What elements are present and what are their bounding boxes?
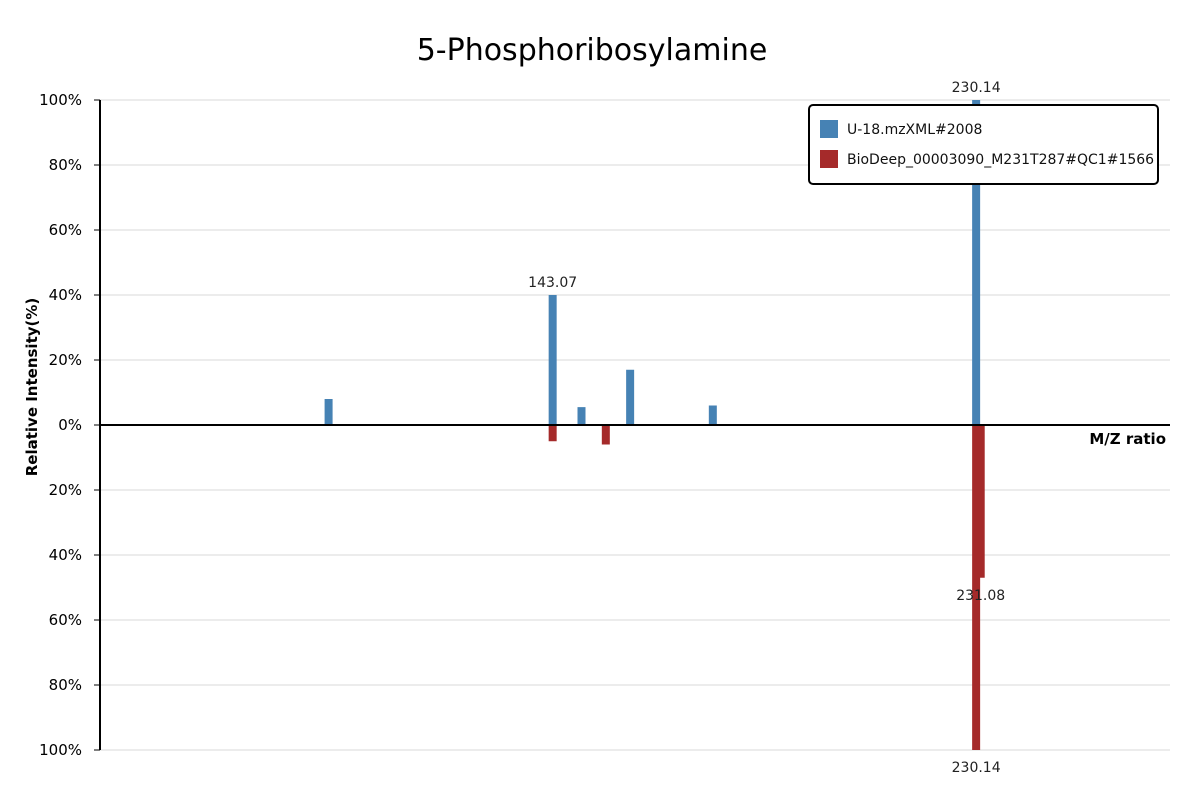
- chart-title: 5-Phosphoribosylamine: [417, 33, 768, 68]
- peak-bar-query: [548, 295, 557, 425]
- peak-bar-query: [577, 407, 586, 425]
- peak-bar-query: [972, 100, 981, 425]
- legend-swatch-series-1: [820, 120, 838, 138]
- y-tick-label: 80%: [49, 676, 82, 694]
- peak-bar-query: [626, 369, 635, 425]
- legend-label-series-2: BioDeep_00003090_M231T287#QC1#1566: [847, 152, 1154, 168]
- axes: 100% 80% 60% 40% 20% 0% 20% 40% 60% 80% 100%: [39, 91, 1170, 759]
- peak-bar-reference: [601, 425, 610, 445]
- y-tick-label: 0%: [58, 416, 82, 434]
- y-axis-title: Relative Intensity(%): [23, 298, 41, 477]
- gridlines: [100, 99, 1170, 751]
- peak-label: 230.14: [952, 760, 1001, 776]
- legend: U-18.mzXML#2008 BioDeep_00003090_M231T28…: [808, 104, 1159, 185]
- peak-labels: 143.07 230.14 230.14 231.08: [528, 80, 1005, 776]
- peak-bar-reference: [976, 425, 985, 578]
- peak-bar-query: [324, 399, 333, 425]
- legend-label-series-1: U-18.mzXML#2008: [847, 122, 982, 138]
- peak-bar-reference: [972, 425, 981, 750]
- peak-bar-reference: [548, 425, 557, 442]
- y-tick-label: 60%: [49, 221, 82, 239]
- y-tick-label: 100%: [39, 741, 82, 759]
- y-tick-label: 40%: [49, 546, 82, 564]
- y-tick-label: 40%: [49, 286, 82, 304]
- y-tick-label: 60%: [49, 611, 82, 629]
- peak-bar-query: [708, 405, 717, 425]
- x-axis-title: M/Z ratio: [1089, 430, 1166, 448]
- y-tick-label: 100%: [39, 91, 82, 109]
- y-tick-label: 20%: [49, 481, 82, 499]
- peak-bars: [324, 100, 985, 750]
- y-tick-label: 80%: [49, 156, 82, 174]
- peak-label: 230.14: [952, 80, 1001, 96]
- peak-label: 143.07: [528, 275, 577, 291]
- legend-box: [808, 104, 1159, 185]
- legend-swatch-series-2: [820, 150, 838, 168]
- y-tick-label: 20%: [49, 351, 82, 369]
- peak-label: 231.08: [956, 588, 1005, 604]
